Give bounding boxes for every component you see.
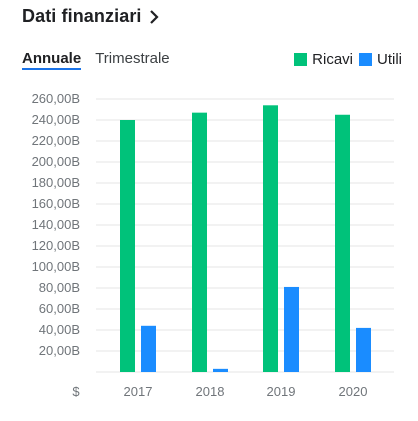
- x-tick-label: 2017: [124, 384, 153, 399]
- y-tick-label: 100,00B: [32, 259, 80, 274]
- bar-utili-2017: [141, 325, 156, 372]
- y-tick-label: 160,00B: [32, 196, 80, 211]
- bar-utili-2018: [213, 368, 228, 372]
- x-tick-label: 2020: [339, 384, 368, 399]
- y-tick-label: 240,00B: [32, 112, 80, 127]
- tab-quarterly[interactable]: Trimestrale: [95, 50, 170, 67]
- legend-swatch-earnings: [359, 53, 372, 66]
- financials-header[interactable]: Dati finanziari: [22, 6, 160, 27]
- legend-label-revenue: Ricavi: [312, 51, 353, 68]
- bar-utili-2020: [356, 327, 371, 372]
- y-tick-label: 60,00B: [39, 301, 80, 316]
- bar-ricavi-2020: [335, 114, 350, 372]
- x-tick-label: 2019: [267, 384, 296, 399]
- section-title: Dati finanziari: [22, 6, 142, 26]
- y-tick-label: 40,00B: [39, 322, 80, 337]
- bar-ricavi-2018: [192, 112, 207, 373]
- y-tick-label: 120,00B: [32, 238, 80, 253]
- bar-ricavi-2019: [263, 105, 278, 373]
- legend-label-earnings: Utili: [377, 51, 402, 68]
- legend-item-revenue: Ricavi: [294, 51, 353, 68]
- period-tabs: Annuale Trimestrale: [22, 50, 184, 70]
- x-tick-label: 2018: [196, 384, 225, 399]
- currency-label: $: [72, 384, 80, 399]
- legend-item-earnings: Utili: [359, 51, 402, 68]
- y-tick-label: 180,00B: [32, 175, 80, 190]
- y-tick-label: 20,00B: [39, 343, 80, 358]
- y-tick-label: 140,00B: [32, 217, 80, 232]
- y-tick-label: 220,00B: [32, 133, 80, 148]
- tab-annual[interactable]: Annuale: [22, 50, 82, 70]
- y-tick-label: 260,00B: [32, 91, 80, 106]
- legend-swatch-revenue: [294, 53, 308, 66]
- chart-legend: Ricavi Utili: [288, 51, 402, 68]
- chevron-right-icon: [149, 9, 159, 24]
- y-tick-label: 80,00B: [39, 280, 80, 295]
- bar-ricavi-2017: [120, 120, 135, 372]
- y-tick-label: 200,00B: [32, 154, 80, 169]
- bar-utili-2019: [284, 286, 299, 372]
